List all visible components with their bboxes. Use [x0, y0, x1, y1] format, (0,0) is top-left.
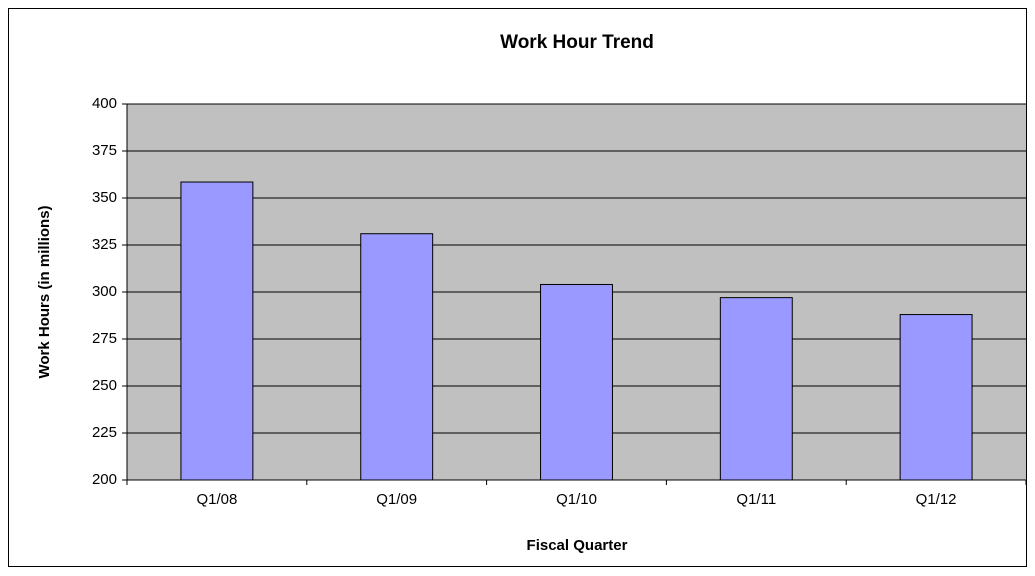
bar: [899, 314, 973, 481]
x-tick-label: Q1/09: [376, 491, 417, 508]
x-tick-label: Q1/08: [196, 491, 237, 508]
bar: [719, 297, 793, 481]
y-tick-label: 225: [92, 424, 117, 441]
x-tick-label: Q1/10: [556, 491, 597, 508]
y-tick-label: 250: [92, 377, 117, 394]
y-tick-label: 200: [92, 471, 117, 488]
bar: [360, 233, 434, 481]
y-tick-label: 300: [92, 283, 117, 300]
x-tick-label: Q1/11: [736, 491, 776, 508]
chart-title: Work Hour Trend: [500, 32, 654, 53]
y-axis-label: Work Hours (in millions): [36, 205, 53, 378]
y-tick-label: 350: [92, 189, 117, 206]
bar: [540, 283, 613, 481]
x-tick-label: Q1/12: [916, 491, 957, 508]
x-axis-label: Fiscal Quarter: [527, 537, 628, 554]
y-tick-label: 325: [92, 236, 117, 253]
bar: [180, 181, 254, 481]
y-tick-label: 375: [92, 142, 117, 159]
y-tick-label: 400: [92, 95, 117, 112]
y-tick-label: 275: [92, 330, 117, 347]
